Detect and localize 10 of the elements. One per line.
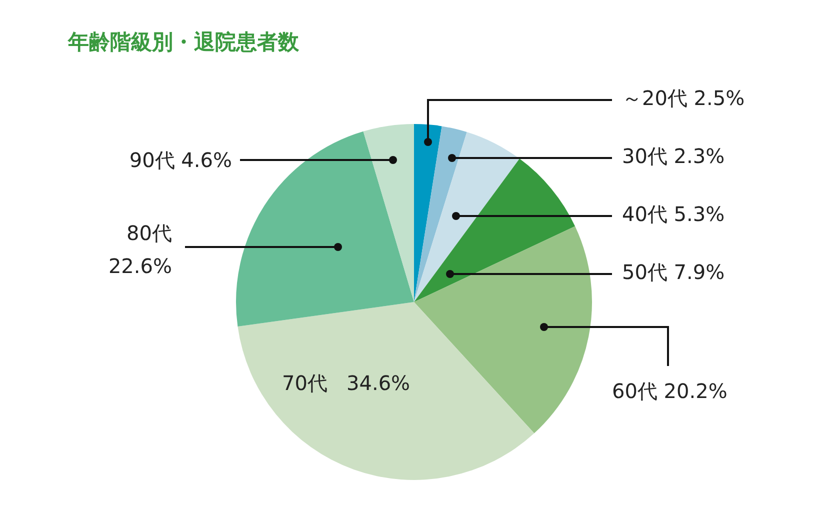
- slice-label: 70代 34.6%: [282, 371, 410, 396]
- chart-title: 年齢階級別・退院患者数: [68, 29, 299, 56]
- slice-label: 80代: [126, 221, 172, 246]
- slice-label: ～20代 2.5%: [622, 86, 745, 110]
- slice-label: 60代 20.2%: [612, 379, 728, 404]
- slice-label: 30代 2.3%: [622, 144, 725, 168]
- slice-label: 90代 4.6%: [129, 148, 232, 172]
- data-label: 22.6%: [108, 254, 172, 278]
- slice-label: 50代 7.9%: [622, 260, 725, 284]
- slice-label: 40代 5.3%: [622, 202, 725, 226]
